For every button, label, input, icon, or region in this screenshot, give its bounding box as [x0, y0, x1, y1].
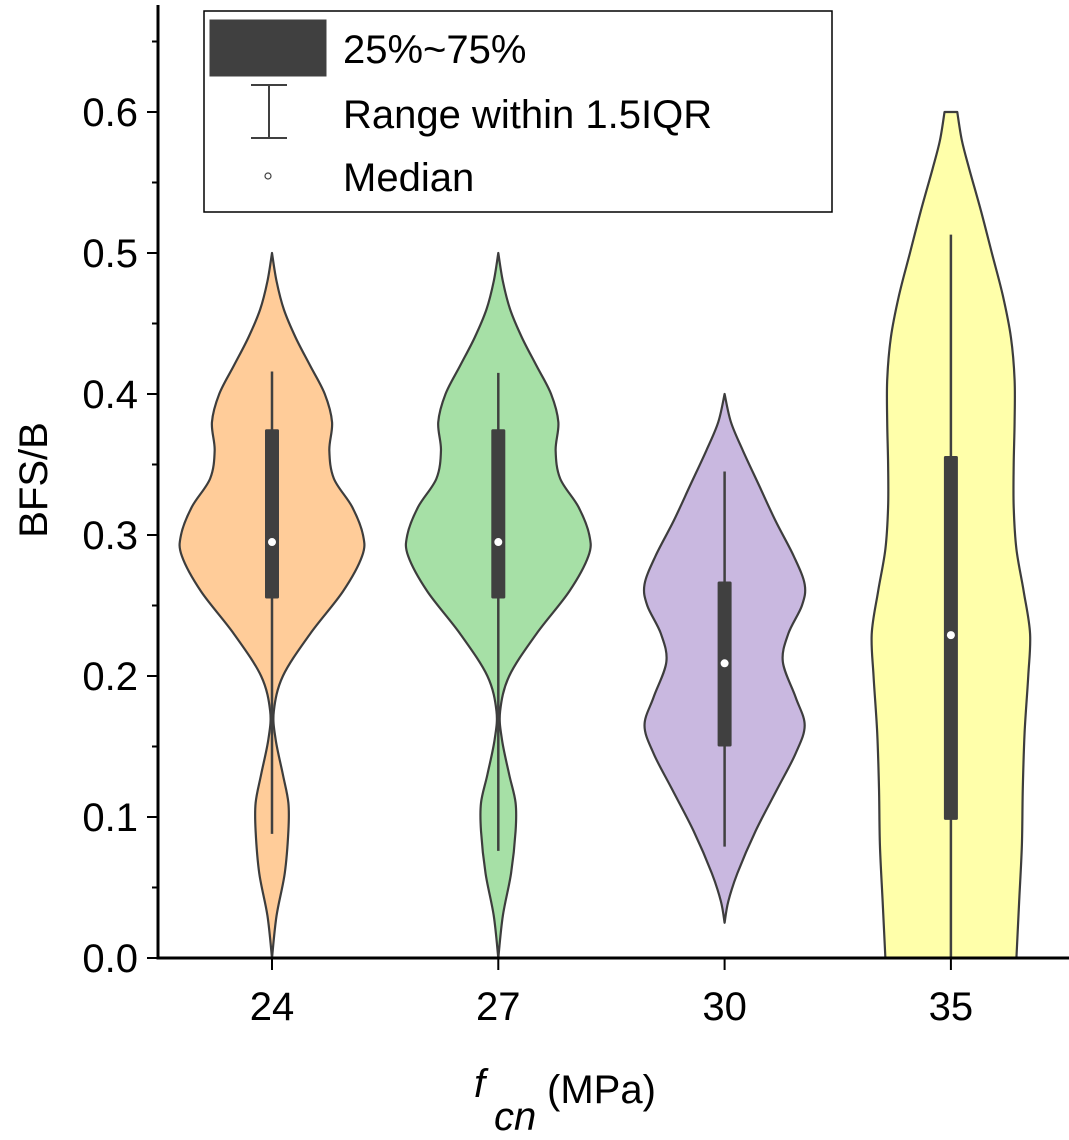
y-tick-label: 0.4: [82, 373, 138, 417]
iqr-box: [265, 429, 279, 599]
violin-35: [870, 110, 1032, 960]
legend-label-box: 25%~75%: [343, 28, 526, 72]
axes-layer: 0.0 0.1 0.2 0.3 0.4 0.5 0.6 24 27 30 35: [82, 5, 1069, 1029]
x-tick-label: 35: [929, 985, 974, 1029]
x-tick-label: 27: [476, 985, 521, 1029]
median-dot: [494, 538, 503, 547]
median-dot: [720, 659, 729, 668]
median-dot: [946, 631, 955, 640]
x-tick-label: 30: [702, 985, 747, 1029]
x-ticks: 24 27 30 35: [250, 958, 973, 1029]
violin-24: [178, 251, 366, 960]
median-dot: [268, 538, 276, 547]
legend-label-whisker: Range within 1.5IQR: [343, 93, 712, 137]
legend-label-median: Median: [343, 156, 474, 200]
y-tick-label: 0.0: [82, 937, 138, 981]
x-axis-title: f cn (MPa): [474, 1062, 656, 1139]
iqr-box: [491, 429, 506, 599]
y-tick-label: 0.6: [82, 91, 138, 135]
violin-30: [642, 392, 807, 924]
y-tick-label: 0.2: [82, 655, 138, 699]
y-tick-label: 0.3: [82, 514, 138, 558]
x-axis-title-unit: (MPa): [547, 1068, 656, 1112]
y-axis-title: BFS/B: [12, 422, 56, 538]
y-tick-label: 0.1: [82, 796, 138, 840]
legend-box-symbol: [209, 19, 327, 77]
violin-27: [404, 251, 592, 960]
legend: 25%~75% Range within 1.5IQR Median: [203, 10, 833, 213]
x-tick-label: 24: [250, 985, 295, 1029]
x-axis-title-main: f: [474, 1062, 489, 1106]
x-axis-title-subscript: cn: [494, 1095, 536, 1139]
legend-whisker-symbol: [251, 84, 287, 139]
y-tick-label: 0.5: [82, 232, 138, 276]
legend-median-symbol: [264, 172, 272, 180]
violins-layer: [178, 110, 1032, 960]
y-ticks: 0.0 0.1 0.2 0.3 0.4 0.5 0.6: [82, 40, 158, 981]
